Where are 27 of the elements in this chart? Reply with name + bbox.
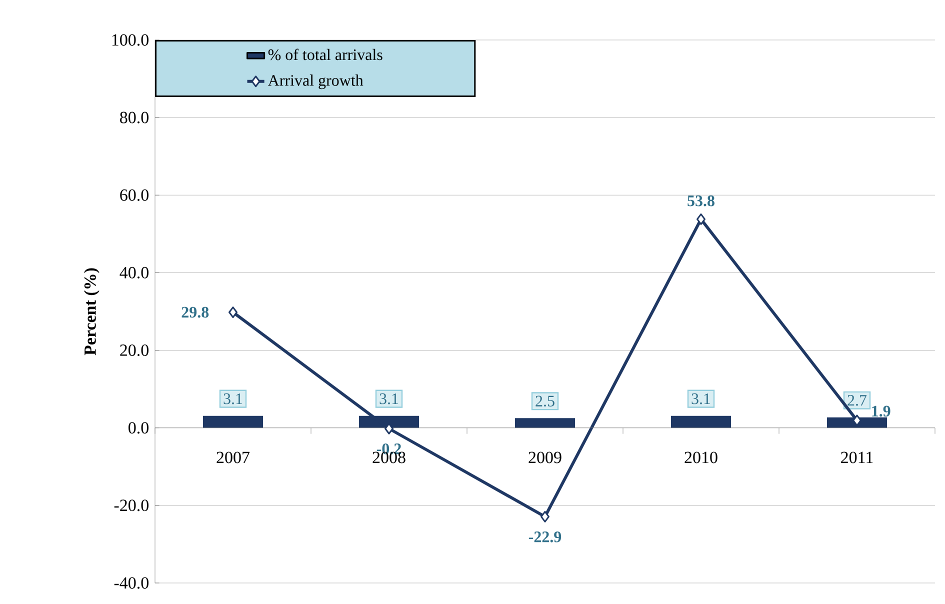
x-tick-label: 2009 <box>528 452 562 464</box>
y-tick-label: 40.0 <box>120 266 148 278</box>
y-tick-label: 80.0 <box>120 112 148 124</box>
data-label: -22.9 <box>528 532 562 542</box>
x-tick-label: 2007 <box>216 452 250 464</box>
data-label: 3.1 <box>692 393 710 404</box>
y-tick-label: 0.0 <box>128 422 148 434</box>
y-tick-label: 60.0 <box>120 189 148 201</box>
y-tick-label: 100.0 <box>112 34 148 46</box>
data-label: 53.8 <box>688 195 714 206</box>
y-axis-title: Percent (%) <box>84 268 100 356</box>
data-label: 2.7 <box>848 394 867 406</box>
data-label: 29.8 <box>182 306 209 318</box>
x-tick-label: 2010 <box>684 452 718 464</box>
legend-label: % of total arrivals <box>268 48 382 60</box>
point <box>540 510 550 522</box>
y-tick-label: 20.0 <box>120 344 148 356</box>
point <box>228 306 238 318</box>
data-label: 3.1 <box>380 393 398 404</box>
y-tick-label: -40.0 <box>114 577 148 589</box>
legend-label: Arrival growth <box>268 74 364 90</box>
y-tick-label: -20.0 <box>114 500 148 512</box>
data-label: 1.9 <box>872 406 890 417</box>
x-tick-label: 2011 <box>841 452 873 464</box>
data-label: 3.1 <box>224 393 242 404</box>
data-label: 2.5 <box>536 396 554 407</box>
point <box>696 213 706 225</box>
